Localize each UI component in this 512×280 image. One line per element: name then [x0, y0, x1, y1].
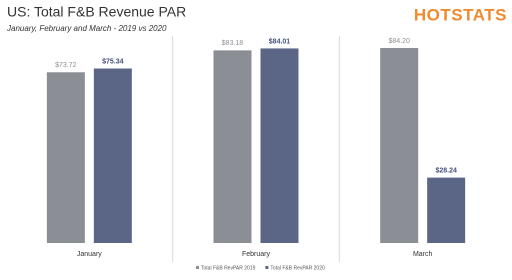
value-label: $84.20 [388, 38, 410, 45]
value-label: $28.24 [435, 167, 457, 174]
brand-logo: HOTSTATS [414, 5, 507, 24]
x-tick-label: February [242, 251, 271, 258]
value-label: $75.34 [102, 58, 124, 65]
value-label: $84.01 [269, 38, 291, 45]
legend-swatch [265, 266, 269, 269]
chart-title: US: Total F&B Revenue PAR [7, 4, 186, 20]
value-label: $83.18 [222, 40, 244, 47]
x-tick-label: March [413, 251, 433, 258]
chart-subtitle: January, February and March - 2019 vs 20… [6, 24, 167, 33]
bar [380, 48, 419, 243]
value-label: $73.72 [55, 62, 77, 69]
bar [427, 177, 466, 243]
legend-label: Total F&B RevPAR 2019 [201, 265, 256, 271]
x-tick-label: January [77, 251, 102, 258]
legend-swatch [196, 266, 199, 269]
bar [93, 68, 132, 243]
legend-label: Total F&B RevPAR 2020 [270, 265, 325, 271]
bar [213, 50, 252, 244]
bar [46, 72, 85, 243]
bar [260, 48, 299, 243]
